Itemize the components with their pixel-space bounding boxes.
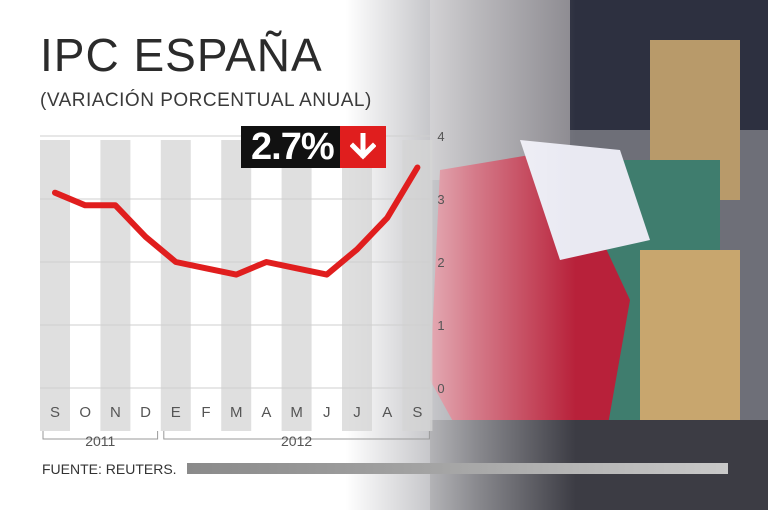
y-tick-label: 0 [437,381,444,396]
source-credit: FUENTE: REUTERS. [42,461,177,477]
month-column [281,140,312,431]
year-label: 2011 [85,433,115,449]
month-column [100,140,131,431]
y-tick-label: 3 [437,192,444,207]
x-tick-label: M [230,404,243,421]
source-divider-bar [187,463,728,474]
month-column [160,140,191,431]
y-tick-label: 2 [437,255,444,270]
x-tick-label: M [290,404,303,421]
year-bracket [42,431,159,440]
x-tick-label: S [412,404,422,421]
month-column [40,140,70,431]
chart-title: IPC ESPAÑA [40,29,323,81]
x-tick-label: J [323,404,331,421]
x-tick-label: D [140,404,151,421]
x-tick-label: A [382,404,392,421]
x-tick-label: S [50,404,60,421]
x-tick-label: A [261,404,271,421]
chart-subtitle: (VARIACIÓN PORCENTUAL ANUAL) [40,90,372,111]
x-tick-label: F [201,404,210,421]
month-column [221,140,252,431]
y-tick-label: 1 [437,318,444,333]
x-tick-label: J [353,404,361,421]
arrow-down-icon [339,126,386,168]
x-tick-label: E [171,404,181,421]
year-bracket [163,431,430,440]
latest-value-badge: 2.7% [241,126,386,168]
y-tick-label: 4 [437,129,444,144]
year-label: 2012 [281,433,312,449]
x-tick-label: O [79,404,91,421]
month-column [342,140,372,431]
x-tick-label: N [110,404,121,421]
latest-value: 2.7% [241,126,340,168]
